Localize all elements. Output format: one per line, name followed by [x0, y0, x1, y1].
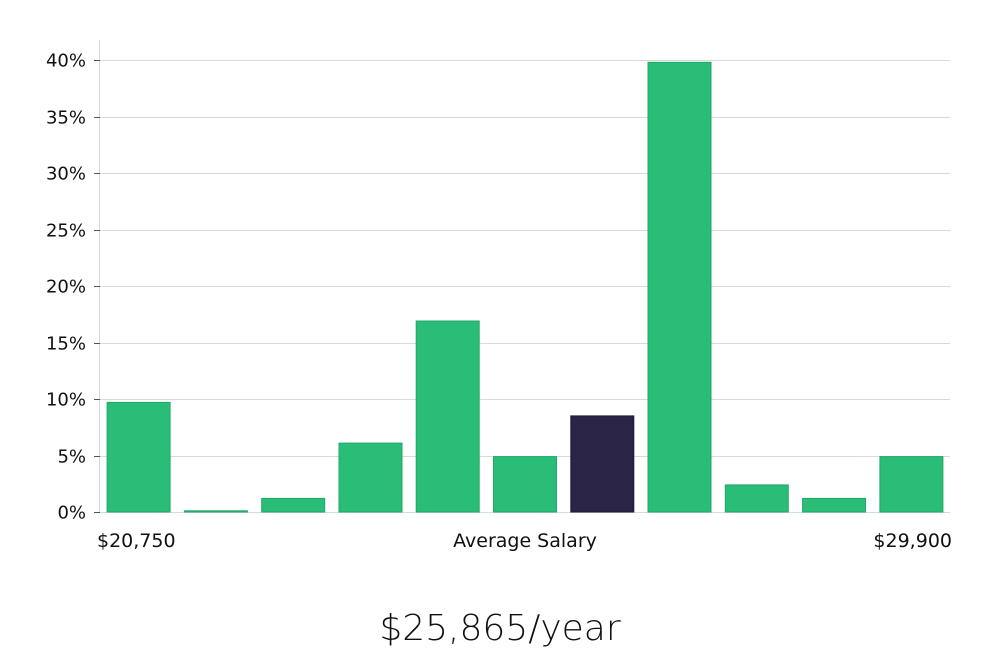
bar	[493, 456, 557, 513]
y-tick-label: 25%	[46, 221, 86, 242]
bar	[802, 497, 867, 513]
average-salary-value: $25,865/year	[379, 608, 621, 649]
bar	[724, 484, 789, 513]
bars	[106, 61, 944, 513]
y-tick-label: 35%	[46, 108, 86, 129]
bar	[183, 510, 248, 513]
x-min-label: $20,750	[97, 530, 176, 552]
y-tick-label: 5%	[57, 447, 86, 468]
salary-histogram: 0% 5% 10% 15% 20% 25% 30% 35% 40% $20,750 Averag…	[46, 40, 952, 552]
y-tick-label: 15%	[46, 334, 86, 355]
bar	[647, 61, 712, 513]
bar-highlighted	[570, 415, 635, 513]
y-tick-label: 10%	[46, 390, 86, 411]
x-max-label: $29,900	[873, 530, 952, 552]
bar	[879, 456, 944, 513]
bar	[106, 401, 171, 513]
y-tick-label: 40%	[46, 51, 86, 72]
bar	[338, 442, 403, 513]
x-axis-title: Average Salary	[453, 530, 597, 552]
y-tick-label: 0%	[57, 503, 86, 524]
y-tick-label: 30%	[46, 164, 86, 185]
bar	[415, 320, 480, 513]
grid-lines	[100, 60, 950, 513]
y-tick-label: 20%	[46, 277, 86, 298]
y-tick-labels: 0% 5% 10% 15% 20% 25% 30% 35% 40%	[46, 51, 100, 524]
bar	[261, 497, 326, 513]
